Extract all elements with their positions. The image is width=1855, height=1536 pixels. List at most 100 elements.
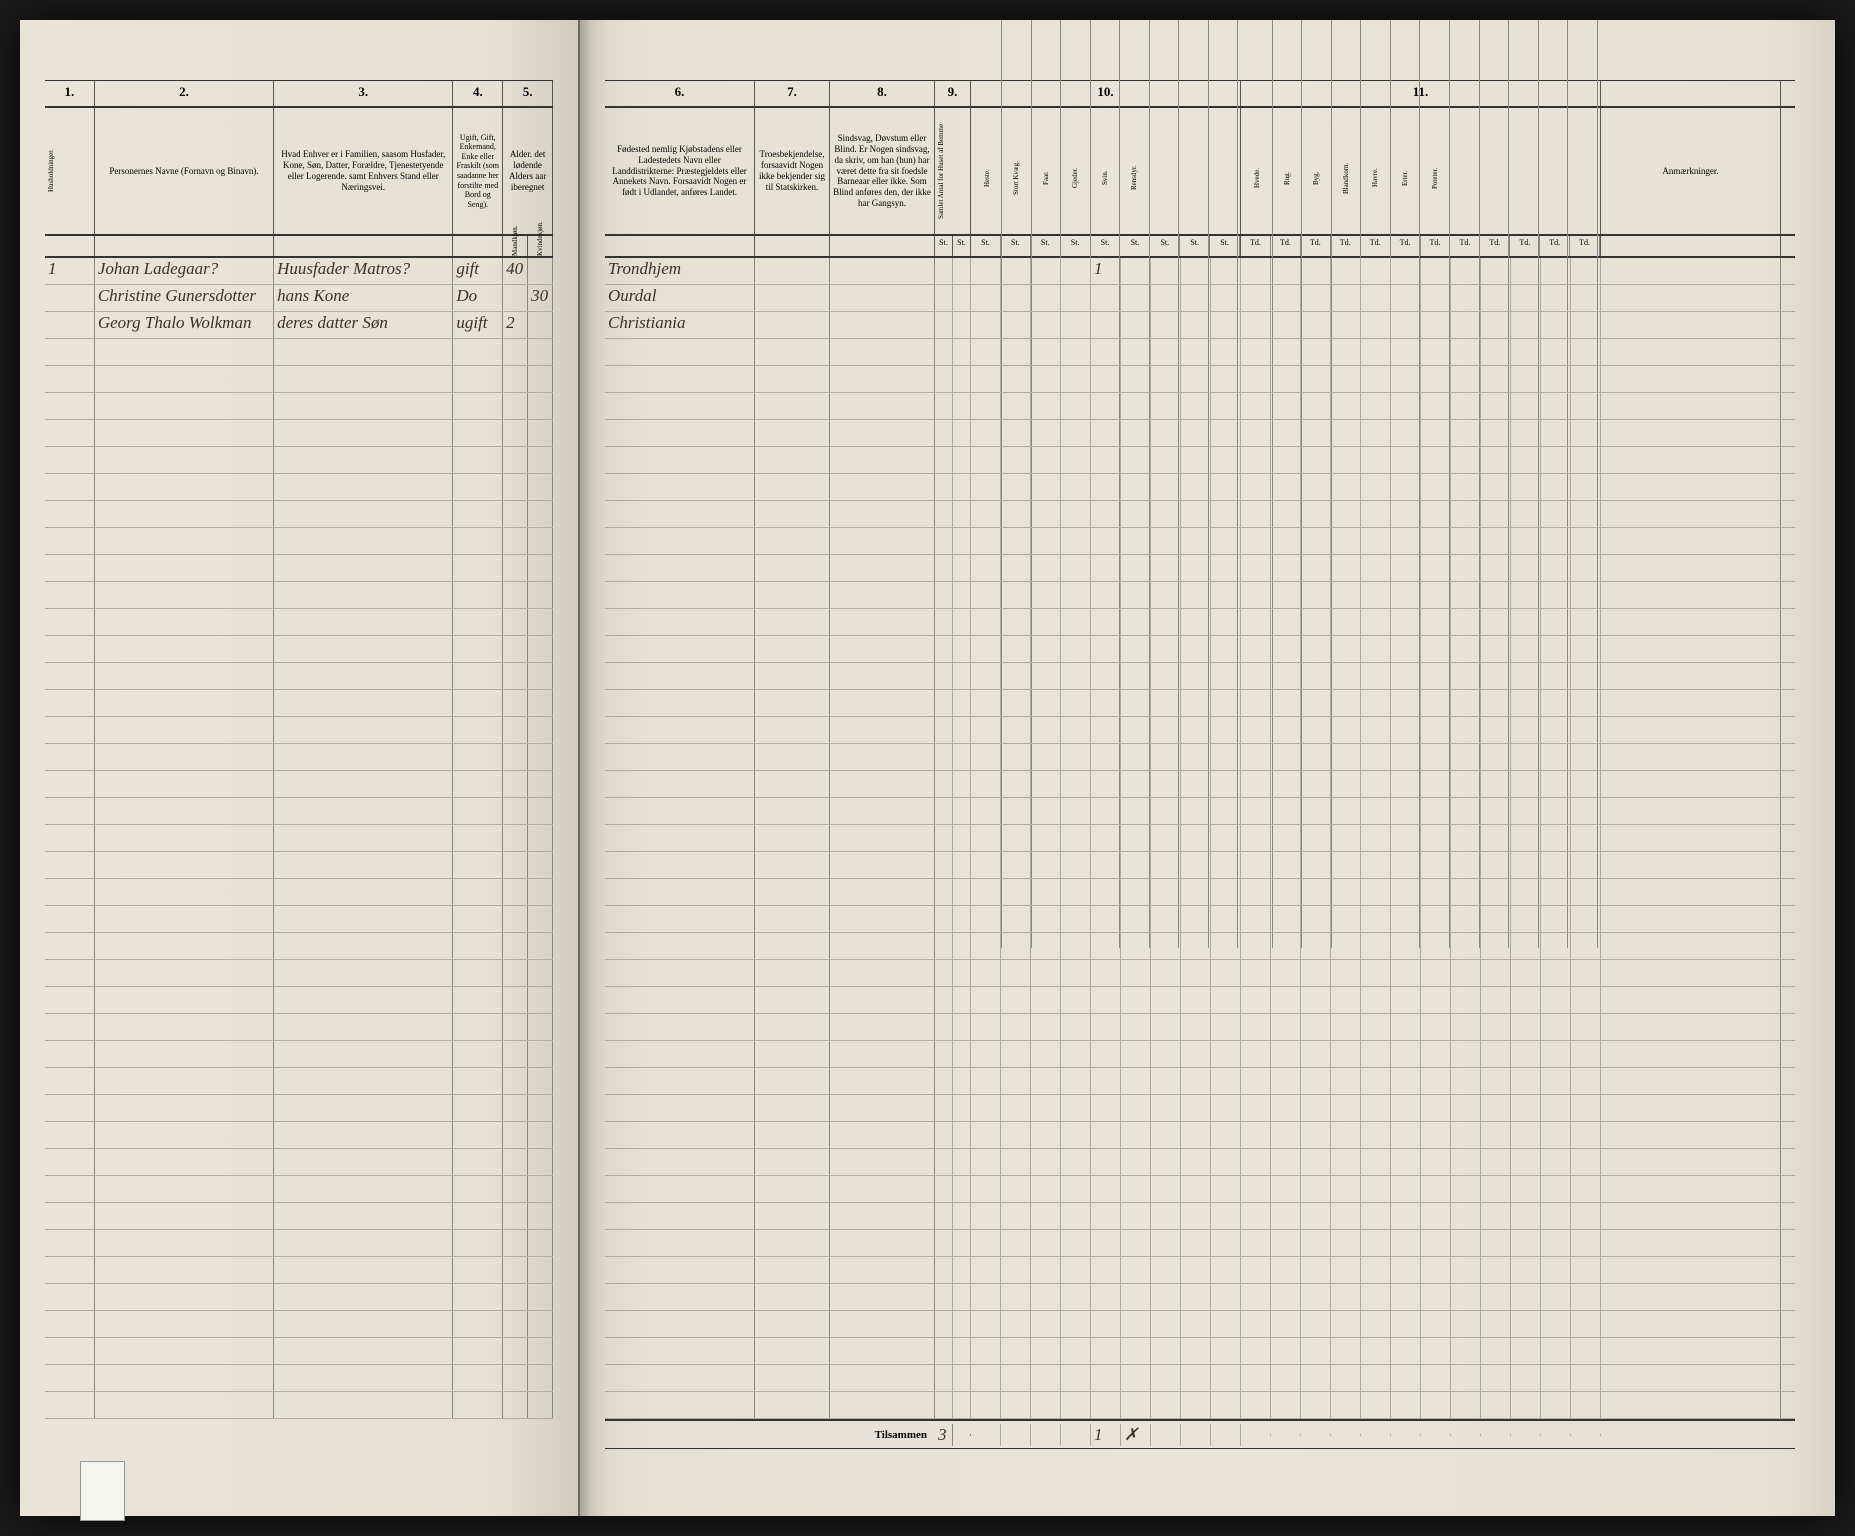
cell-alder-m — [503, 1365, 528, 1391]
cell-troes — [755, 1122, 830, 1148]
cell-navn — [95, 825, 274, 851]
cell-udsad — [1541, 1095, 1571, 1121]
cell-udsad — [1541, 1122, 1571, 1148]
footer-udsad — [1271, 1434, 1301, 1436]
cell-alder-m — [503, 1176, 528, 1202]
cell-udsad — [1331, 1014, 1361, 1040]
cell-udsad — [1511, 447, 1541, 473]
cell-kreatur — [1121, 1284, 1151, 1310]
cell-anmark — [1601, 879, 1781, 905]
cell-udsad — [1331, 1176, 1361, 1202]
cell-hushold: 1 — [45, 258, 95, 284]
cell-sinds — [830, 393, 935, 419]
cell-kreatur — [1121, 1392, 1151, 1418]
cell-anmark — [1601, 1365, 1781, 1391]
cell-familie: Huusfader Matros? — [274, 258, 453, 284]
cell-sivil — [453, 906, 503, 932]
header-troes: Troesbekjendelse, forsaavidt Nogen ikke … — [755, 108, 830, 234]
table-row: Christiania — [605, 312, 1795, 339]
cell-udsad — [1391, 1284, 1421, 1310]
cell-sivil — [453, 528, 503, 554]
cell-udsad — [1271, 1041, 1301, 1067]
cell-navn — [95, 906, 274, 932]
cell-kreatur — [1001, 1338, 1031, 1364]
cell-kreatur — [1091, 1068, 1121, 1094]
cell-udsad — [1571, 906, 1601, 932]
cell-navn — [95, 798, 274, 824]
cell-kreatur — [1211, 1284, 1241, 1310]
cell-sinds — [830, 1068, 935, 1094]
cell-hushold — [45, 609, 95, 635]
cell-udsad — [1511, 1284, 1541, 1310]
cell-udsad — [1271, 1068, 1301, 1094]
cell-udsad — [1511, 690, 1541, 716]
cell-troes — [755, 1311, 830, 1337]
cell-udsad — [1451, 447, 1481, 473]
cell-troes — [755, 1149, 830, 1175]
table-row — [605, 1311, 1795, 1338]
cell-udsad — [1511, 420, 1541, 446]
cell-udsad — [1331, 1230, 1361, 1256]
col-num-4: 4. — [453, 81, 503, 106]
sub-unit: Td. — [1570, 236, 1600, 256]
cell-kreatur — [1061, 1176, 1091, 1202]
cell-udsad — [1571, 447, 1601, 473]
cell-hushold — [45, 1095, 95, 1121]
cell-kreatur — [1031, 960, 1061, 986]
table-row — [605, 555, 1795, 582]
cell-udsad — [1571, 1311, 1601, 1337]
cell-kreatur — [1031, 1014, 1061, 1040]
cell-sinds — [830, 663, 935, 689]
cell-kreatur — [1151, 582, 1181, 608]
cell-familie — [274, 1230, 453, 1256]
cell-udsad — [1301, 1365, 1331, 1391]
cell-anmark — [1601, 663, 1781, 689]
cell-alder-k — [528, 528, 553, 554]
footer-udsad — [1481, 1434, 1511, 1436]
cell-alder-k — [528, 1068, 553, 1094]
cell-sinds — [830, 555, 935, 581]
cell-udsad — [1271, 1176, 1301, 1202]
cell-udsad — [1541, 879, 1571, 905]
cell-kreatur — [1211, 285, 1241, 311]
cell-udsad — [1571, 501, 1601, 527]
cell-udsad — [1421, 1095, 1451, 1121]
cell-kreatur — [971, 1095, 1001, 1121]
cell-kreatur — [1181, 285, 1211, 311]
cell-alder-k — [528, 1230, 553, 1256]
cell-udsad — [1511, 798, 1541, 824]
cell-9a — [935, 636, 953, 662]
cell-9b — [953, 825, 971, 851]
cell-fodested — [605, 1230, 755, 1256]
subhead-kvinde: Kvindekjøn. — [528, 236, 553, 256]
cell-familie — [274, 879, 453, 905]
cell-9b — [953, 393, 971, 419]
cell-alder-k — [528, 609, 553, 635]
cell-kreatur — [1121, 1014, 1151, 1040]
cell-anmark — [1601, 933, 1781, 959]
table-row — [605, 987, 1795, 1014]
table-row — [605, 1095, 1795, 1122]
cell-9a — [935, 1014, 953, 1040]
cell-anmark — [1601, 285, 1781, 311]
cell-kreatur — [1091, 1122, 1121, 1148]
cell-hushold — [45, 1392, 95, 1418]
cell-alder-m — [503, 1257, 528, 1283]
cell-hushold — [45, 1365, 95, 1391]
cell-troes — [755, 690, 830, 716]
cell-udsad — [1391, 1365, 1421, 1391]
sub-unit: St. — [1150, 236, 1180, 256]
cell-anmark — [1601, 1203, 1781, 1229]
cell-sinds — [830, 339, 935, 365]
cell-udsad — [1541, 1257, 1571, 1283]
cell-udsad — [1571, 1014, 1601, 1040]
cell-hushold — [45, 447, 95, 473]
cell-udsad — [1511, 906, 1541, 932]
cell-udsad — [1541, 582, 1571, 608]
cell-kreatur — [1181, 1095, 1211, 1121]
table-row — [605, 447, 1795, 474]
cell-hushold — [45, 501, 95, 527]
cell-kreatur — [1211, 1230, 1241, 1256]
cell-navn — [95, 987, 274, 1013]
cell-familie — [274, 1176, 453, 1202]
